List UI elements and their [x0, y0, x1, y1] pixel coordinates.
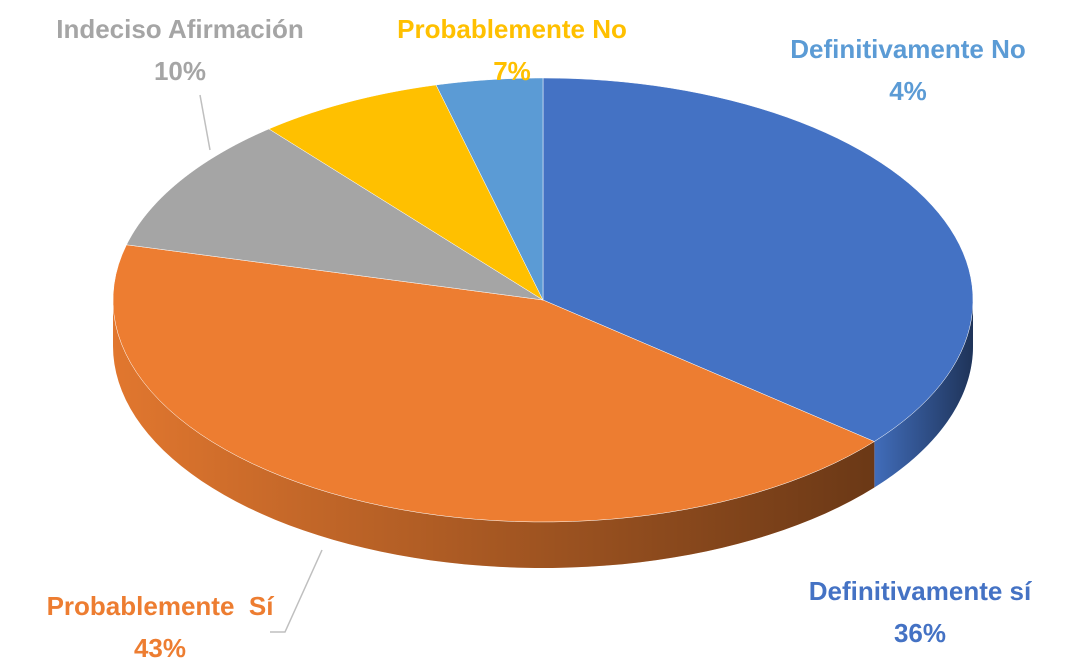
pie-side-shade	[874, 300, 973, 488]
slice-label: Probablemente Sí	[47, 591, 275, 621]
pie-sides	[113, 300, 973, 568]
slice-label: Indeciso Afirmación	[56, 14, 304, 44]
slice-value-label: 36%	[894, 618, 946, 648]
pie-slice	[435, 77, 544, 301]
labels: Definitivamente sí 36% Probablemente Sí 43%…	[47, 14, 1032, 663]
leader-line	[199, 94, 211, 151]
pie-slice	[542, 77, 974, 442]
slice-value-label: 7%	[493, 56, 531, 86]
slice-label: Probablemente No	[397, 14, 627, 44]
slice-value-label: 10%	[154, 56, 206, 86]
slice-label: Definitivamente No	[790, 34, 1026, 64]
slice-value-label: 43%	[134, 633, 186, 660]
leader-line	[270, 549, 323, 633]
pie-tops	[112, 77, 974, 523]
pie-side-shade	[113, 300, 875, 568]
pie-slice	[112, 244, 875, 523]
pie-slice	[126, 128, 544, 301]
slice-value-label: 4%	[889, 76, 927, 106]
pie-slice	[268, 84, 544, 301]
slice-label: Definitivamente sí	[809, 576, 1032, 606]
